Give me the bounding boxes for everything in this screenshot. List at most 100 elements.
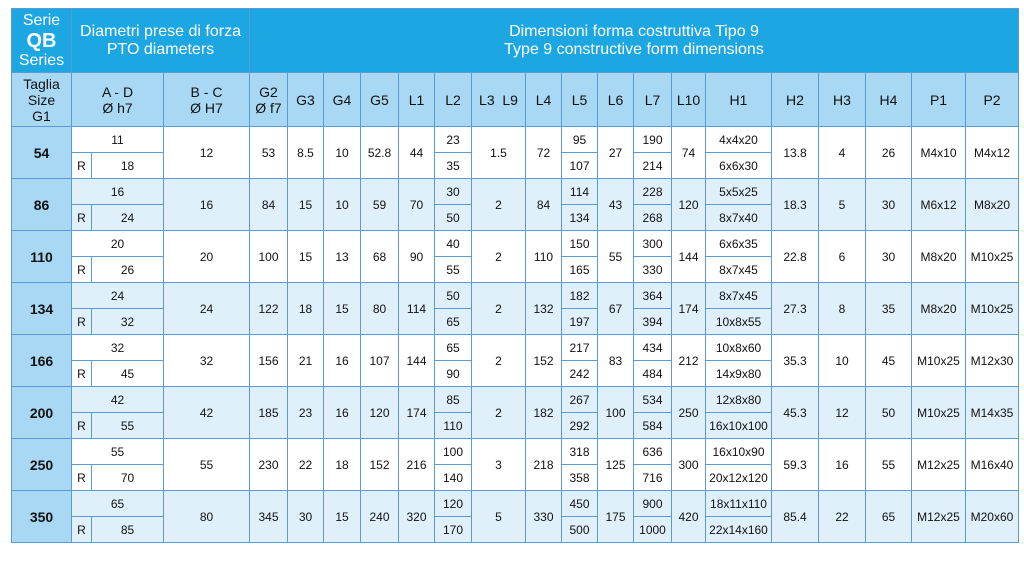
cell-g2: 345	[249, 490, 288, 543]
cell-bc: 42	[163, 386, 250, 439]
cell-g3: 21	[287, 334, 324, 387]
cell-p2: M14x35	[965, 386, 1019, 439]
cell-l7b: 1000	[633, 516, 672, 543]
cell-p1: M6x12	[911, 178, 966, 231]
cell-l10: 144	[671, 230, 706, 283]
cell-l7a: 534	[633, 386, 672, 413]
table-row: 200 42 42 185 23 16 120 174 85 2 182 267 100 534 250 12…	[11, 386, 1019, 439]
cell-l6: 27	[597, 126, 634, 179]
cell-l5a: 182	[561, 282, 598, 309]
cell-size: 200	[11, 386, 72, 439]
cell-p1: M12x25	[911, 438, 966, 491]
cell-l7b: 214	[633, 152, 672, 179]
cell-l2a: 85	[434, 386, 472, 413]
cell-g4: 15	[323, 490, 361, 543]
cell-size: 166	[11, 334, 72, 387]
cell-size: 86	[11, 178, 72, 231]
dims-it: Dimensioni forma costruttiva Tipo 9	[509, 22, 759, 40]
col-h4: H4	[865, 72, 912, 127]
cell-l1: 320	[398, 490, 435, 543]
cell-l6: 43	[597, 178, 634, 231]
cell-ad: 24	[71, 282, 164, 309]
cell-h2: 59.3	[771, 438, 819, 491]
cell-g3: 22	[287, 438, 324, 491]
cell-bc: 55	[163, 438, 250, 491]
cell-l2a: 100	[434, 438, 472, 465]
cell-h1a: 12x8x80	[705, 386, 772, 413]
cell-ad: 16	[71, 178, 164, 205]
col-l6: L6	[597, 72, 634, 127]
col-bc-l2: Ø H7	[190, 99, 223, 116]
cell-l3l9: 2	[471, 178, 526, 231]
cell-bc: 32	[163, 334, 250, 387]
cell-p2: M12x30	[965, 334, 1019, 387]
cell-ad_r: 18	[91, 152, 164, 179]
table-row: 86 16 16 84 15 10 59 70 30 2 84 114 43 228 120 5x5x25 18…	[11, 178, 1019, 231]
cell-p1: M4x10	[911, 126, 966, 179]
cell-g4: 18	[323, 438, 361, 491]
cell-l1: 144	[398, 334, 435, 387]
cell-l5a: 217	[561, 334, 598, 361]
cell-p2: M16x40	[965, 438, 1019, 491]
cell-g2: 122	[249, 282, 288, 335]
col-g3: G3	[287, 72, 324, 127]
table-row-r: R 55 110 292 584 16x10x100	[12, 412, 1019, 439]
col-g4: G4	[323, 72, 361, 127]
col-h3: H3	[818, 72, 866, 127]
cell-bc: 20	[163, 230, 250, 283]
cell-l2b: 110	[434, 412, 472, 439]
cell-l2a: 23	[434, 126, 472, 153]
cell-g3: 23	[287, 386, 324, 439]
cell-l1: 70	[398, 178, 435, 231]
cell-bc: 24	[163, 282, 250, 335]
cell-l5b: 358	[561, 464, 598, 491]
cell-ad_r: 55	[91, 412, 164, 439]
cell-h3: 10	[818, 334, 866, 387]
table-row: 250 55 55 230 22 18 152 216 100 3 218 318 125 636 300 1…	[11, 438, 1019, 491]
cell-l4: 132	[525, 282, 562, 335]
cell-ad: 20	[71, 230, 164, 257]
cell-h4: 65	[865, 490, 912, 543]
cell-bc: 80	[163, 490, 250, 543]
cell-l2b: 140	[434, 464, 472, 491]
cell-l6: 83	[597, 334, 634, 387]
cell-g2: 53	[249, 126, 288, 179]
cell-ad: 42	[71, 386, 164, 413]
cell-l7a: 636	[633, 438, 672, 465]
cell-h3: 8	[818, 282, 866, 335]
col-h1: H1	[705, 72, 772, 127]
cell-l1: 174	[398, 386, 435, 439]
cell-g2: 84	[249, 178, 288, 231]
dims-header: Dimensioni forma costruttiva Tipo 9 Type…	[249, 8, 1019, 73]
cell-h1b: 8x7x40	[705, 204, 772, 231]
col-g2-l2: Ø f7	[255, 99, 282, 116]
cell-l6: 175	[597, 490, 634, 543]
cell-h4: 26	[865, 126, 912, 179]
cell-l5b: 107	[561, 152, 598, 179]
cell-h4: 35	[865, 282, 912, 335]
cell-l10: 250	[671, 386, 706, 439]
cell-l1: 90	[398, 230, 435, 283]
cell-l4: 218	[525, 438, 562, 491]
col-size-l3: G1	[32, 107, 51, 124]
cell-l4: 182	[525, 386, 562, 439]
cell-r-label: R	[71, 412, 92, 439]
cell-ad_r: 70	[91, 464, 164, 491]
cell-l3l9: 2	[471, 282, 526, 335]
cell-h2: 18.3	[771, 178, 819, 231]
cell-r-label: R	[71, 256, 92, 283]
cell-h2: 85.4	[771, 490, 819, 543]
cell-l7a: 434	[633, 334, 672, 361]
cell-l5b: 292	[561, 412, 598, 439]
col-h2: H2	[771, 72, 819, 127]
cell-h1a: 8x7x45	[705, 282, 772, 309]
cell-h1a: 4x4x20	[705, 126, 772, 153]
cell-l3l9: 5	[471, 490, 526, 543]
cell-g3: 15	[287, 178, 324, 231]
cell-h1a: 10x8x60	[705, 334, 772, 361]
cell-g5: 59	[360, 178, 399, 231]
cell-h4: 55	[865, 438, 912, 491]
cell-h1b: 22x14x160	[705, 516, 772, 543]
cell-g3: 15	[287, 230, 324, 283]
cell-p2: M4x12	[965, 126, 1019, 179]
